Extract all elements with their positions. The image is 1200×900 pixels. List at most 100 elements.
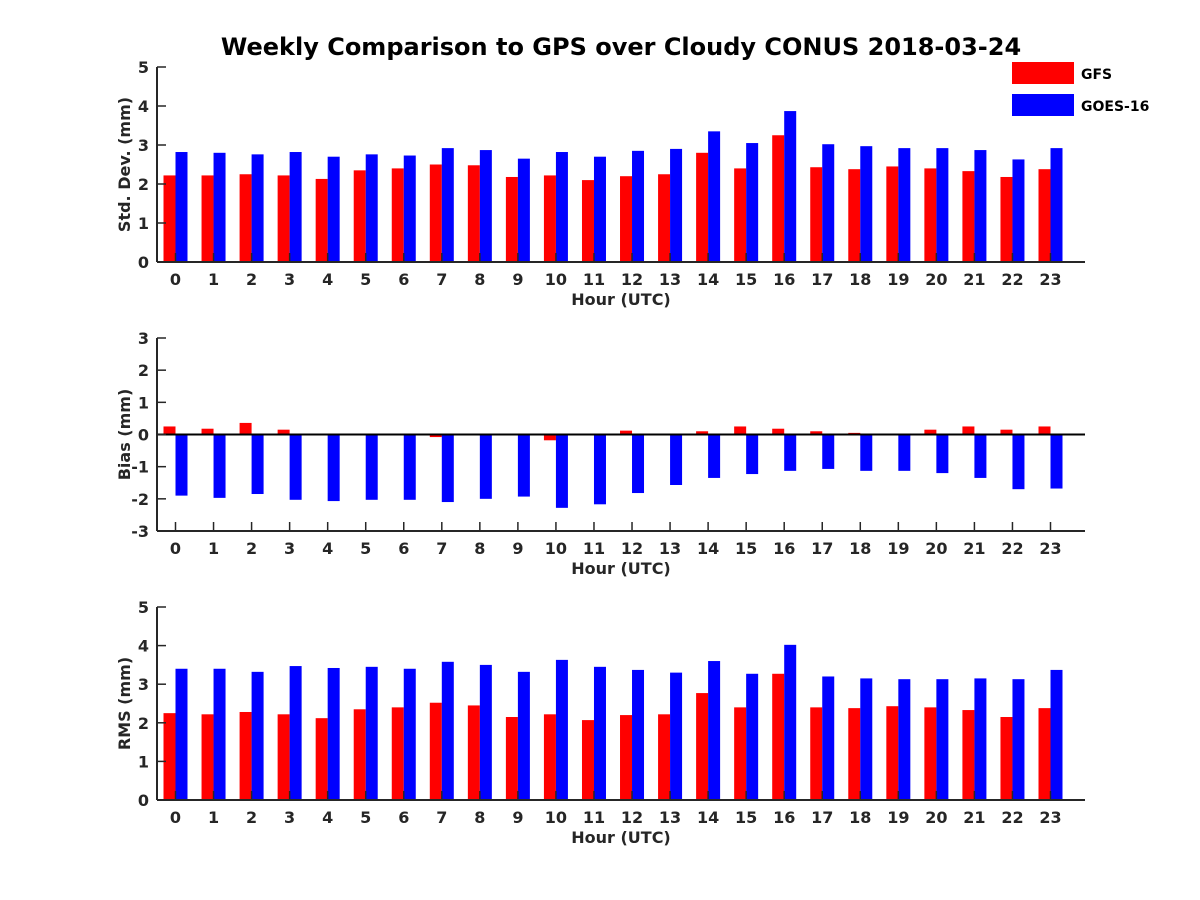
std-dev-x-tick-label: 20 (925, 270, 947, 289)
std-dev-bar-goes16-15 (746, 143, 759, 262)
rms-x-tick-label: 22 (1001, 808, 1023, 827)
std-dev-bar-gfs-5 (353, 170, 366, 262)
legend-swatch-gfs (1012, 62, 1074, 84)
std-dev-bar-goes16-18 (860, 146, 873, 262)
rms-bar-goes16-12 (632, 669, 645, 800)
rms-bar-goes16-10 (555, 659, 568, 800)
bias-bar-gfs-0 (163, 426, 176, 435)
rms-bar-goes16-4 (327, 667, 340, 800)
std-dev-bar-goes16-12 (632, 150, 645, 262)
rms-y-tick-label: 1 (138, 752, 149, 771)
rms-bar-gfs-16 (772, 673, 785, 800)
std-dev-bar-gfs-21 (962, 171, 975, 262)
std-dev-bar-goes16-10 (555, 152, 568, 262)
rms-bar-goes16-18 (860, 678, 873, 800)
rms-bar-gfs-15 (734, 707, 747, 800)
rms-bar-goes16-15 (746, 673, 759, 800)
rms-bar-gfs-2 (239, 711, 252, 800)
std-dev-x-tick-label: 5 (360, 270, 371, 289)
bias-bar-gfs-16 (772, 428, 785, 435)
rms-bar-gfs-0 (163, 713, 176, 800)
std-dev-x-tick-label: 0 (170, 270, 181, 289)
std-dev-bar-goes16-21 (974, 150, 987, 262)
bias-x-tick-label: 6 (398, 539, 409, 558)
bias-x-tick-label: 15 (735, 539, 757, 558)
rms-bar-goes16-9 (517, 671, 530, 800)
bias-bar-gfs-7 (429, 434, 442, 438)
rms-x-tick-label: 14 (697, 808, 719, 827)
std-dev-bar-gfs-17 (810, 167, 823, 262)
rms-x-tick-label: 16 (773, 808, 795, 827)
std-dev-bar-goes16-23 (1050, 148, 1063, 262)
std-dev-bar-goes16-14 (708, 131, 721, 262)
bias-bar-goes16-6 (403, 434, 416, 500)
std-dev-bar-gfs-16 (772, 135, 785, 262)
rms-x-tick-label: 6 (398, 808, 409, 827)
rms-bar-gfs-13 (658, 714, 671, 800)
rms-bar-goes16-0 (175, 668, 188, 800)
std-dev-bar-goes16-22 (1012, 159, 1025, 262)
bias-bar-gfs-14 (696, 431, 709, 435)
rms-bar-goes16-19 (898, 679, 911, 800)
std-dev-bar-gfs-6 (391, 168, 404, 262)
std-dev-x-tick-label: 10 (545, 270, 567, 289)
rms-bar-gfs-19 (886, 706, 899, 800)
std-dev-x-axis-label: Hour (UTC) (571, 290, 671, 309)
std-dev-bar-gfs-7 (429, 164, 442, 262)
rms-x-tick-label: 13 (659, 808, 681, 827)
bias-bar-goes16-11 (593, 434, 606, 505)
rms-bar-goes16-1 (213, 668, 226, 800)
bias-y-tick-label: -3 (131, 522, 149, 541)
std-dev-bar-goes16-2 (251, 154, 264, 262)
legend: GFS GOES-16 (1012, 62, 1149, 116)
std-dev-x-tick-label: 6 (398, 270, 409, 289)
std-dev-bar-goes16-11 (593, 156, 606, 262)
bias-x-tick-label: 11 (583, 539, 605, 558)
std-dev-bar-goes16-16 (784, 111, 797, 262)
std-dev-bar-gfs-1 (201, 175, 214, 262)
rms-bar-gfs-12 (620, 715, 633, 800)
rms-bar-goes16-22 (1012, 679, 1025, 800)
std-dev-bar-gfs-2 (239, 174, 252, 262)
rms-x-tick-label: 20 (925, 808, 947, 827)
rms-x-tick-label: 12 (621, 808, 643, 827)
rms-bar-goes16-21 (974, 678, 987, 800)
bias-x-tick-label: 19 (887, 539, 909, 558)
rms-x-tick-label: 3 (284, 808, 295, 827)
bias-bar-gfs-22 (1000, 429, 1013, 435)
rms-bar-gfs-3 (277, 714, 290, 800)
bias-bar-gfs-10 (543, 434, 556, 441)
bias-bar-goes16-14 (708, 434, 721, 478)
std-dev-bar-gfs-20 (924, 168, 937, 262)
bias-x-tick-label: 13 (659, 539, 681, 558)
bias-bar-gfs-21 (962, 426, 975, 435)
bias-bar-goes16-22 (1012, 434, 1025, 490)
bias-x-tick-label: 16 (773, 539, 795, 558)
bias-y-axis-label: Bias (mm) (115, 389, 134, 481)
bias-bar-goes16-18 (860, 434, 873, 471)
bias-x-tick-label: 3 (284, 539, 295, 558)
rms-y-tick-label: 3 (138, 675, 149, 694)
std-dev-bar-gfs-3 (277, 175, 290, 262)
std-dev-x-tick-label: 16 (773, 270, 795, 289)
bias-bar-goes16-13 (670, 434, 683, 485)
bias-bar-goes16-16 (784, 434, 797, 471)
rms-x-tick-label: 0 (170, 808, 181, 827)
std-dev-bar-gfs-10 (543, 175, 556, 262)
std-dev-bar-gfs-11 (581, 180, 594, 262)
bias-bar-goes16-1 (213, 434, 226, 498)
bias-bar-goes16-21 (974, 434, 987, 478)
bias-bar-goes16-9 (517, 434, 530, 497)
std-dev-x-tick-label: 11 (583, 270, 605, 289)
std-dev-bar-gfs-15 (734, 168, 747, 262)
std-dev-bar-goes16-0 (175, 152, 188, 262)
bias-y-tick-label: 1 (138, 393, 149, 412)
bias-x-tick-label: 7 (436, 539, 447, 558)
std-dev-bar-goes16-4 (327, 156, 340, 262)
rms-x-tick-label: 4 (322, 808, 333, 827)
bias-bar-gfs-3 (277, 429, 290, 435)
bias-bar-goes16-3 (289, 434, 302, 500)
rms-x-tick-label: 10 (545, 808, 567, 827)
